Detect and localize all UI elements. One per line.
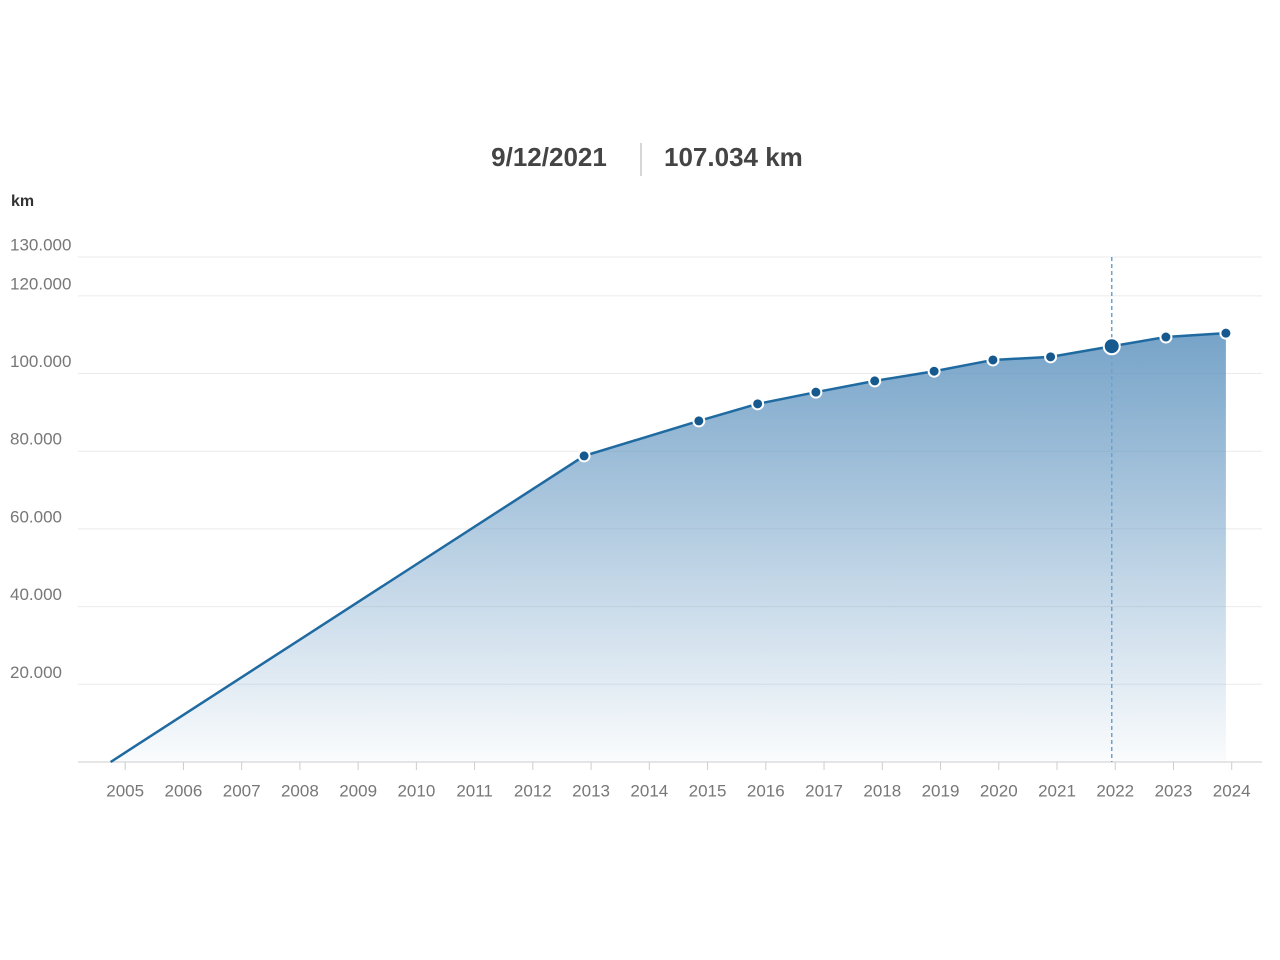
tooltip-date: 9/12/2021 — [491, 142, 607, 172]
y-tick-label: 120.000 — [10, 274, 71, 293]
x-tick-label: 2013 — [572, 781, 610, 800]
point — [809, 385, 823, 399]
x-tick-label: 2019 — [922, 781, 960, 800]
highlight-point — [1102, 337, 1121, 356]
x-tick-label: 2023 — [1155, 781, 1193, 800]
x-tick-label: 2006 — [164, 781, 202, 800]
point — [692, 414, 706, 428]
y-axis-label: km — [11, 193, 34, 210]
point — [1044, 350, 1058, 364]
y-tick-label: 130.000 — [10, 235, 71, 254]
line — [109, 331, 1226, 764]
x-tick-label: 2015 — [689, 781, 727, 800]
x-tick-label: 2005 — [106, 781, 144, 800]
x-tick-label: 2018 — [863, 781, 901, 800]
x-tick-label: 2022 — [1096, 781, 1134, 800]
x-tick-label: 2024 — [1213, 781, 1251, 800]
point — [986, 353, 1000, 367]
x-tick-label: 2009 — [339, 781, 377, 800]
x-tick-label: 2014 — [630, 781, 668, 800]
y-tick-label: 100.000 — [10, 352, 71, 371]
point — [577, 449, 591, 463]
y-tick-label: 20.000 — [10, 663, 62, 682]
x-tick-label: 2016 — [747, 781, 785, 800]
tooltip-value: 107.034 km — [664, 142, 803, 172]
y-tick-label: 40.000 — [10, 585, 62, 604]
x-tick-label: 2021 — [1038, 781, 1076, 800]
point — [868, 374, 882, 388]
point — [1219, 326, 1233, 340]
area-fill — [110, 333, 1226, 762]
point — [1159, 330, 1173, 344]
point — [751, 397, 765, 411]
point — [927, 364, 941, 378]
y-tick-label: 60.000 — [10, 507, 62, 526]
x-tick-label: 2010 — [397, 781, 435, 800]
x-tick-label: 2008 — [281, 781, 319, 800]
x-tick-label: 2020 — [980, 781, 1018, 800]
y-tick-label: 80.000 — [10, 430, 62, 449]
x-tick-label: 2007 — [223, 781, 261, 800]
x-tick-label: 2017 — [805, 781, 843, 800]
x-tick-label: 2012 — [514, 781, 552, 800]
x-tick-label: 2011 — [456, 781, 493, 800]
